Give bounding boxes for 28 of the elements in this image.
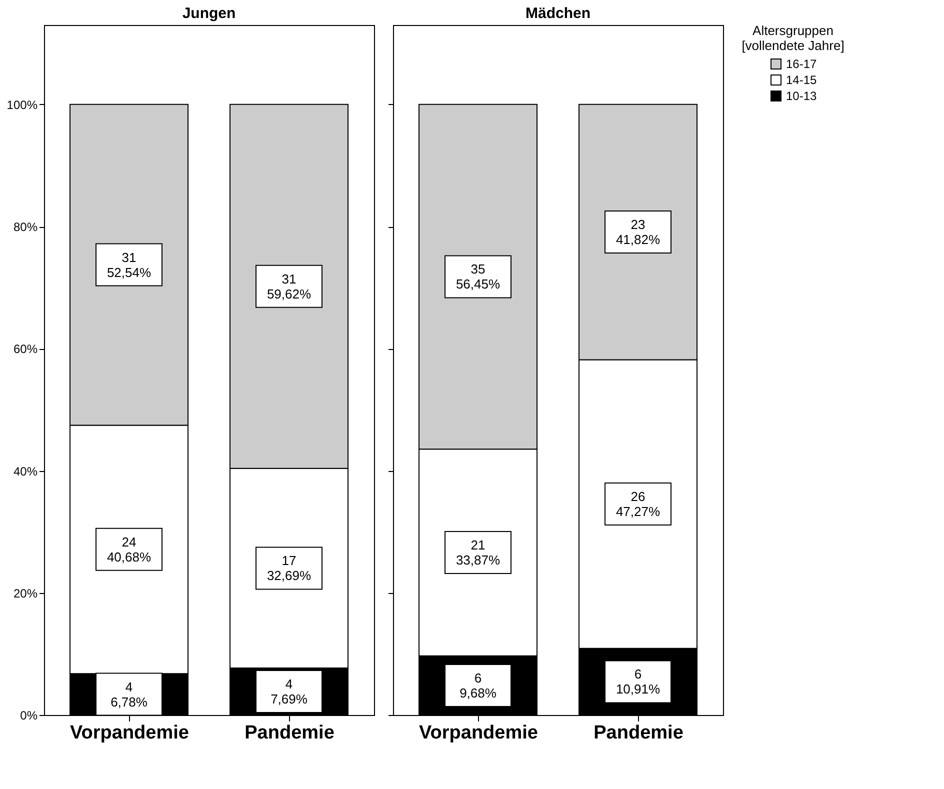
x-tick-label: Vorpandemie xyxy=(419,722,538,744)
data-label: 6 10,91% xyxy=(616,666,660,697)
data-label: 31 59,62% xyxy=(266,271,312,302)
legend-title: Altersgruppen [vollendete Jahre] xyxy=(742,23,844,53)
chart-title: Jungen xyxy=(182,5,236,22)
y-tick-label: 20% xyxy=(13,586,38,600)
data-label: 4 6,78% xyxy=(110,679,148,710)
data-label: 23 41,82% xyxy=(616,217,660,248)
data-label: 24 40,68% xyxy=(106,534,152,564)
legend-label: 10-13 xyxy=(786,89,818,103)
y-tick-label: 40% xyxy=(13,464,38,478)
x-tick-label: Vorpandemie xyxy=(70,722,189,744)
data-label: 4 7,69% xyxy=(270,676,308,707)
data-label: 26 47,27% xyxy=(616,489,660,520)
legend-label: 14-15 xyxy=(786,73,818,87)
x-tick-label: Pandemie xyxy=(244,722,334,744)
y-tick-label: 60% xyxy=(13,342,38,356)
data-label: 21 33,87% xyxy=(456,537,500,568)
data-label: 6 9,68% xyxy=(460,670,497,700)
data-label: 31 52,54% xyxy=(106,250,152,280)
data-label: 35 56,45% xyxy=(456,262,500,292)
y-tick-label: 0% xyxy=(20,708,38,722)
y-tick-label: 100% xyxy=(6,98,38,112)
legend-label: 16-17 xyxy=(786,57,818,71)
chart-title: Mädchen xyxy=(525,5,591,22)
y-tick-label: 80% xyxy=(13,220,38,234)
x-tick-label: Pandemie xyxy=(594,722,684,744)
data-label: 17 32,69% xyxy=(266,553,312,584)
